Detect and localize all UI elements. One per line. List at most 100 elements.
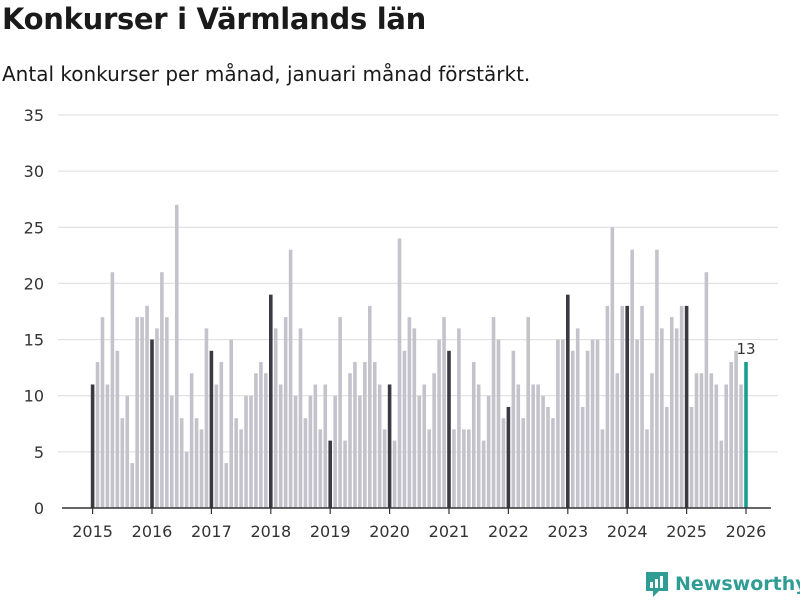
bar bbox=[427, 429, 431, 508]
bar bbox=[189, 373, 194, 508]
bar bbox=[724, 384, 728, 508]
x-tick-label: 2017 bbox=[191, 522, 232, 541]
bar bbox=[486, 395, 491, 508]
bar bbox=[293, 395, 298, 508]
bar bbox=[368, 305, 372, 508]
bar bbox=[140, 317, 144, 508]
bar bbox=[353, 362, 357, 508]
bar bbox=[194, 418, 199, 508]
bar bbox=[239, 429, 243, 508]
bar bbox=[674, 328, 679, 508]
newsworthy-logo[interactable]: Newsworthy bbox=[644, 568, 800, 600]
bar bbox=[422, 384, 427, 508]
bar bbox=[219, 362, 224, 508]
bar bbox=[645, 429, 649, 508]
bar bbox=[694, 373, 699, 508]
x-tick-label: 2025 bbox=[666, 522, 707, 541]
bar bbox=[491, 317, 496, 508]
bar bbox=[699, 373, 704, 508]
x-tick-label: 2020 bbox=[369, 522, 410, 541]
bar bbox=[95, 362, 100, 508]
bar bbox=[179, 418, 184, 508]
bar bbox=[595, 339, 600, 508]
bar bbox=[125, 395, 130, 508]
bar bbox=[620, 305, 625, 508]
bar bbox=[377, 384, 382, 508]
bar bbox=[501, 418, 506, 508]
bar bbox=[278, 384, 283, 508]
bar bbox=[531, 384, 535, 508]
bar bbox=[610, 227, 615, 509]
bar-january bbox=[684, 305, 689, 508]
y-axis-labels: 0 5 10 15 20 25 30 35 bbox=[24, 106, 44, 518]
bar-january bbox=[328, 440, 332, 508]
bar bbox=[273, 328, 278, 508]
bar bbox=[224, 463, 229, 508]
y-tick-label: 25 bbox=[24, 218, 44, 237]
bar-january bbox=[625, 305, 629, 508]
bar-january bbox=[387, 384, 392, 508]
x-tick-label: 2022 bbox=[488, 522, 529, 541]
y-tick-label: 30 bbox=[24, 162, 44, 181]
bar bbox=[234, 418, 238, 508]
bar bbox=[214, 384, 219, 508]
bar bbox=[229, 339, 233, 508]
bar bbox=[432, 373, 436, 508]
bar bbox=[521, 418, 526, 508]
bar bbox=[665, 406, 669, 508]
bar bbox=[308, 395, 313, 508]
y-tick-label: 20 bbox=[24, 274, 44, 293]
bar bbox=[640, 305, 644, 508]
bar bbox=[115, 350, 120, 508]
bar bbox=[709, 373, 714, 508]
bar bbox=[615, 373, 620, 508]
bar bbox=[105, 384, 110, 508]
bar bbox=[536, 384, 540, 508]
x-tick-label: 2015 bbox=[72, 522, 113, 541]
bar bbox=[318, 429, 323, 508]
bar bbox=[160, 272, 164, 508]
bar bbox=[526, 317, 530, 508]
bar bbox=[283, 317, 288, 508]
x-tick-label: 2021 bbox=[429, 522, 470, 541]
bar bbox=[650, 373, 654, 508]
bar bbox=[496, 339, 501, 508]
bar bbox=[348, 373, 352, 508]
bar bbox=[165, 317, 169, 508]
annotations: 13 bbox=[736, 340, 755, 358]
y-tick-label: 10 bbox=[24, 387, 44, 406]
bar bbox=[541, 395, 545, 508]
x-tick-label: 2018 bbox=[250, 522, 291, 541]
bar bbox=[605, 305, 610, 508]
bar bbox=[392, 440, 397, 508]
bar bbox=[170, 395, 174, 508]
bar bbox=[635, 339, 639, 508]
bar bbox=[417, 395, 422, 508]
newsworthy-logo-icon bbox=[646, 572, 668, 597]
bar bbox=[660, 328, 664, 508]
bar bbox=[145, 305, 149, 508]
bars bbox=[90, 204, 748, 509]
x-tick-label: 2024 bbox=[607, 522, 648, 541]
bar bbox=[600, 429, 605, 508]
x-tick-label: 2019 bbox=[310, 522, 351, 541]
chart-title: Konkurser i Värmlands län bbox=[2, 2, 427, 36]
bar bbox=[437, 339, 441, 508]
bar-january bbox=[566, 294, 570, 508]
bar bbox=[358, 395, 362, 508]
bar bbox=[363, 362, 367, 508]
bar bbox=[561, 339, 565, 508]
bar bbox=[442, 317, 446, 508]
bar bbox=[264, 373, 268, 508]
bar bbox=[130, 463, 134, 508]
bar bbox=[343, 440, 347, 508]
bar bbox=[254, 373, 258, 508]
bar bbox=[462, 429, 466, 508]
bar bbox=[575, 328, 580, 508]
bar-january bbox=[150, 339, 154, 508]
bar bbox=[580, 406, 585, 508]
bar bbox=[679, 305, 684, 508]
y-tick-label: 5 bbox=[34, 443, 44, 462]
bar-latest bbox=[744, 362, 748, 508]
